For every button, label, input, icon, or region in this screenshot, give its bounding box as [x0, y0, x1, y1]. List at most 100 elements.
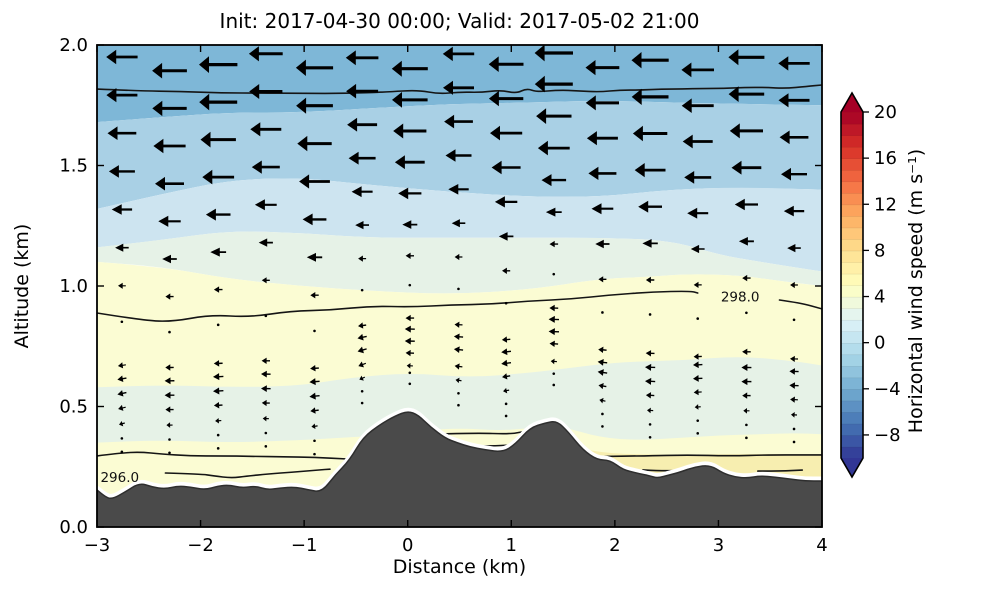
wind-arrow: [296, 97, 333, 114]
colorbar-tick-label: 20: [874, 102, 897, 123]
wind-arrow: [355, 221, 369, 230]
wind-arrow: [119, 420, 125, 427]
wind-arrow: [210, 247, 227, 257]
wind-arrow: [645, 363, 656, 371]
wind-arrow: [309, 392, 320, 400]
wind-arrow: [262, 415, 269, 422]
wind-arrow: [741, 364, 752, 372]
wind-arrow: [647, 407, 654, 414]
wind-arrow: [741, 378, 752, 386]
wind-arrow: [455, 377, 462, 384]
wind-arrow: [249, 84, 283, 99]
wind-arrow: [595, 239, 610, 249]
wind-arrow: [346, 83, 379, 99]
wind-arrow: [645, 350, 655, 357]
wind-arrow: [405, 252, 414, 259]
wind-arrow: [108, 165, 135, 178]
wind-arrow: [790, 281, 798, 289]
wind-arrow: [295, 59, 334, 76]
wind-arrow: [693, 389, 702, 396]
wind-arrow: [310, 407, 319, 414]
wind-arrow: [118, 404, 126, 411]
wind-arrow: [155, 176, 184, 191]
wind-arrow: [690, 244, 705, 254]
wind-arrow: [638, 200, 662, 213]
wind-arrow: [347, 117, 378, 132]
wind-arrow: [406, 363, 413, 369]
wind-arrow: [791, 412, 798, 418]
wind-arrow: [781, 167, 807, 181]
wind-vectors: [106, 45, 810, 456]
wind-arrow: [405, 314, 415, 322]
wind-arrow: [642, 239, 658, 248]
wind-arrow: [693, 281, 702, 288]
colorbar-tick-label: 4: [874, 287, 885, 308]
wind-arrow: [502, 373, 511, 380]
wind-arrow: [631, 52, 669, 69]
y-tick-label: 2.0: [59, 35, 88, 56]
wind-arrow: [164, 377, 175, 385]
x-tick-label: 1: [506, 535, 517, 556]
wind-arrow: [311, 423, 318, 429]
y-tick-label: 0.5: [59, 397, 88, 418]
y-axis-label: Altitude (km): [11, 223, 33, 349]
wind-arrow: [162, 254, 177, 264]
wind-arrow: [742, 392, 751, 399]
wind-arrow: [309, 378, 320, 386]
wind-arrow: [393, 123, 427, 139]
wind-arrow: [682, 134, 713, 149]
y-tick-label: 1.5: [59, 156, 88, 177]
wind-arrow: [501, 336, 511, 343]
wind-arrow: [251, 160, 280, 174]
wind-arrow: [488, 56, 524, 72]
contour-label: 296.0: [100, 470, 139, 486]
wind-arrow: [645, 392, 655, 399]
plot-area: 298.0 296.0: [97, 45, 822, 527]
wind-arrow: [591, 203, 614, 215]
wind-arrow: [357, 333, 367, 341]
wind-arrow: [213, 360, 223, 367]
wind-arrow: [166, 422, 173, 428]
wind-arrow: [634, 163, 666, 178]
wind-arrow: [490, 125, 523, 141]
x-tick-label: 2: [609, 535, 620, 556]
wind-arrow: [789, 382, 799, 389]
wind-arrow: [165, 293, 174, 300]
wind-arrow: [200, 131, 236, 148]
wind-arrow: [118, 282, 126, 289]
wind-arrow: [789, 368, 799, 375]
wind-arrow: [404, 325, 415, 333]
wind-arrow: [534, 75, 573, 93]
x-tick-label: −2: [187, 535, 214, 556]
wind-arrow: [632, 125, 668, 142]
wind-arrow: [541, 174, 567, 187]
wind-arrow: [117, 390, 127, 397]
wind-arrow: [394, 155, 425, 170]
theta-contour-line: [757, 469, 804, 472]
y-tick-label: 1.0: [59, 276, 88, 297]
theta-contour-line: [439, 431, 523, 435]
wind-arrow: [158, 215, 181, 227]
wind-arrow: [598, 276, 607, 283]
wind-arrow: [258, 238, 273, 247]
colorbar-label: Horizontal wind speed (m s⁻¹): [905, 148, 927, 434]
wind-arrow: [445, 149, 472, 162]
wind-arrow: [451, 219, 466, 228]
wind-arrow: [302, 213, 327, 226]
x-tick-label: −3: [84, 535, 111, 556]
wind-arrow: [165, 364, 174, 371]
wind-arrow: [443, 80, 474, 95]
wind-arrow: [778, 93, 810, 108]
wind-arrow: [153, 138, 186, 154]
wind-arrow: [502, 267, 511, 274]
wind-arrow: [783, 205, 805, 217]
wind-arrow: [694, 404, 701, 410]
wind-arrow: [585, 60, 620, 76]
wind-arrow: [215, 417, 222, 424]
wind-arrow: [442, 46, 475, 62]
wind-arrow: [631, 88, 669, 105]
wind-arrow: [501, 359, 512, 367]
wind-arrow: [536, 108, 572, 124]
